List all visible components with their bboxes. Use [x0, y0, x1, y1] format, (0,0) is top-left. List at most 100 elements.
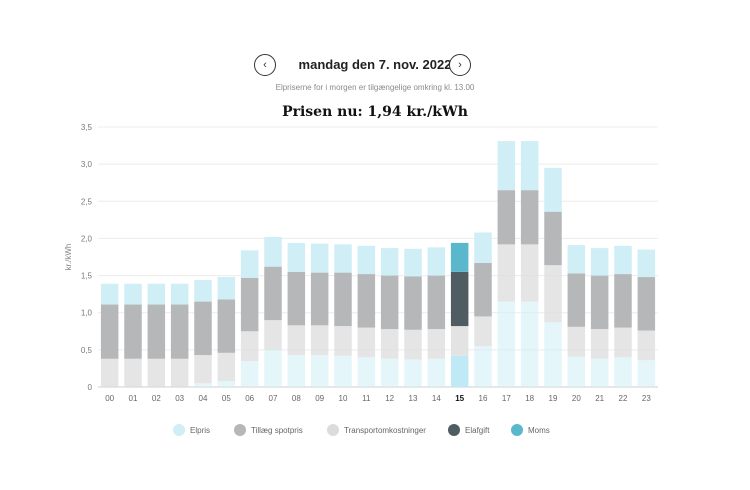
bar-segment-transportomkostninger-04 — [194, 355, 212, 384]
x-tick-label: 12 — [385, 394, 394, 403]
bar-segment-elpris-18 — [520, 301, 539, 387]
bar-segment-moms-03 — [170, 283, 189, 305]
bar-segment-elpris-16 — [474, 346, 492, 387]
x-tick-label: 22 — [619, 394, 628, 403]
bar-segment-till-g-spotpris-02 — [147, 304, 166, 359]
date-title: mandag den 7. nov. 2022 — [298, 57, 452, 72]
chevron-right-icon: › — [458, 59, 462, 71]
bar-segment-till-g-spotpris-09 — [310, 272, 329, 326]
legend-swatch-transportomkostninger — [327, 424, 339, 436]
x-tick-label: 11 — [362, 394, 371, 403]
bar-segment-moms-02 — [147, 283, 166, 305]
bar-segment-moms-07 — [264, 236, 282, 267]
next-day-button[interactable]: › — [449, 54, 471, 76]
bar-segment-elpris-14 — [427, 358, 446, 387]
bar-segment-moms-01 — [124, 283, 142, 305]
bar-segment-elpris-15 — [450, 355, 469, 387]
bar-segment-elpris-04 — [194, 383, 212, 387]
bar-segment-till-g-spotpris-01 — [124, 304, 142, 359]
bar-segment-moms-13 — [404, 248, 422, 277]
y-tick-label: 0,5 — [81, 346, 93, 355]
bar-segment-transportomkostninger-09 — [310, 325, 329, 356]
x-tick-label: 07 — [269, 394, 278, 403]
chart-legend: Elpris Tillæg spotpris Transportomkostni… — [0, 424, 750, 440]
legend-label: Moms — [528, 425, 550, 435]
bar-segment-elpris-10 — [334, 355, 352, 387]
bar-segment-moms-16 — [474, 232, 492, 263]
legend-item-tillaeg-spotpris[interactable]: Tillæg spotpris — [234, 424, 303, 436]
bar-segment-moms-10 — [334, 244, 352, 273]
bar-segment-till-g-spotpris-20 — [567, 273, 586, 327]
legend-label: Transportomkostninger — [344, 425, 426, 435]
bar-segment-till-g-spotpris-03 — [170, 304, 189, 359]
bar-segment-till-g-spotpris-17 — [497, 190, 516, 245]
bar-segment-transportomkostninger-10 — [334, 326, 352, 356]
bar-segment-till-g-spotpris-23 — [637, 277, 656, 331]
bar-segment-transportomkostninger-23 — [637, 330, 656, 361]
bar-segment-till-g-spotpris-13 — [404, 276, 422, 330]
legend-item-moms[interactable]: Moms — [511, 424, 550, 436]
bar-segment-till-g-spotpris-10 — [334, 272, 352, 327]
bar-segment-transportomkostninger-01 — [124, 358, 142, 387]
x-tick-label: 08 — [292, 394, 301, 403]
bar-segment-till-g-spotpris-07 — [264, 266, 282, 321]
bar-segment-transportomkostninger-15 — [450, 326, 469, 356]
y-tick-label: 1,0 — [81, 309, 93, 318]
bar-segment-till-g-spotpris-19 — [544, 211, 562, 266]
bar-segment-moms-19 — [544, 167, 562, 212]
bar-segment-elpris-11 — [357, 357, 376, 387]
x-tick-label: 04 — [199, 394, 208, 403]
current-price: Prisen nu: 1,94 kr./kWh — [282, 104, 468, 120]
bar-segment-transportomkostninger-03 — [170, 358, 189, 387]
bar-segment-moms-06 — [240, 250, 259, 278]
bar-segment-till-g-spotpris-12 — [380, 275, 399, 330]
bar-segment-transportomkostninger-18 — [520, 244, 539, 302]
bar-segment-moms-11 — [357, 245, 376, 275]
chevron-left-icon: ‹ — [263, 59, 267, 71]
bar-segment-transportomkostninger-22 — [614, 327, 632, 358]
bar-segment-till-g-spotpris-11 — [357, 274, 376, 328]
y-tick-label: 2,0 — [81, 234, 93, 243]
date-navigation: ‹ mandag den 7. nov. 2022 › — [0, 54, 750, 80]
legend-swatch-elafgift — [448, 424, 460, 436]
x-tick-label: 21 — [595, 394, 604, 403]
x-tick-label: 19 — [549, 394, 558, 403]
bar-segment-moms-20 — [567, 245, 586, 274]
x-tick-label: 23 — [642, 394, 651, 403]
bar-segment-elpris-08 — [287, 355, 306, 387]
bar-segment-till-g-spotpris-15 — [450, 271, 469, 327]
bar-segment-transportomkostninger-05 — [217, 352, 236, 382]
bar-segment-transportomkostninger-07 — [264, 320, 282, 350]
y-tick-label: 0 — [88, 383, 93, 392]
bar-segment-moms-15 — [450, 242, 469, 272]
x-tick-label: 10 — [339, 394, 348, 403]
x-tick-label: 05 — [222, 394, 231, 403]
bar-segment-till-g-spotpris-05 — [217, 299, 236, 353]
previous-day-button[interactable]: ‹ — [254, 54, 276, 76]
legend-item-elpris[interactable]: Elpris — [173, 424, 210, 436]
x-tick-label: 13 — [409, 394, 418, 403]
y-tick-label: 1,5 — [81, 272, 93, 281]
bar-segment-moms-23 — [637, 249, 656, 278]
bar-segment-transportomkostninger-14 — [427, 329, 446, 359]
bar-segment-elpris-09 — [310, 355, 329, 387]
bar-segment-transportomkostninger-11 — [357, 327, 376, 358]
bar-segment-till-g-spotpris-04 — [194, 301, 212, 356]
legend-item-transportomkostninger[interactable]: Transportomkostninger — [327, 424, 426, 436]
legend-item-elafgift[interactable]: Elafgift — [448, 424, 489, 436]
x-tick-label: 20 — [572, 394, 581, 403]
x-tick-label: 06 — [245, 394, 254, 403]
bar-segment-moms-12 — [380, 248, 399, 276]
bar-segment-elpris-07 — [264, 349, 282, 387]
bar-segment-transportomkostninger-19 — [544, 265, 562, 323]
bar-segment-moms-21 — [590, 248, 609, 276]
bar-segment-elpris-23 — [637, 360, 656, 387]
y-tick-label: 3,5 — [81, 123, 93, 132]
legend-swatch-tillaeg-spotpris — [234, 424, 246, 436]
x-tick-label: 02 — [152, 394, 161, 403]
bar-segment-till-g-spotpris-22 — [614, 274, 632, 328]
legend-label: Tillæg spotpris — [251, 425, 303, 435]
bar-segment-till-g-spotpris-06 — [240, 277, 259, 332]
bar-segment-elpris-21 — [590, 358, 609, 387]
bar-segment-elpris-13 — [404, 359, 422, 387]
